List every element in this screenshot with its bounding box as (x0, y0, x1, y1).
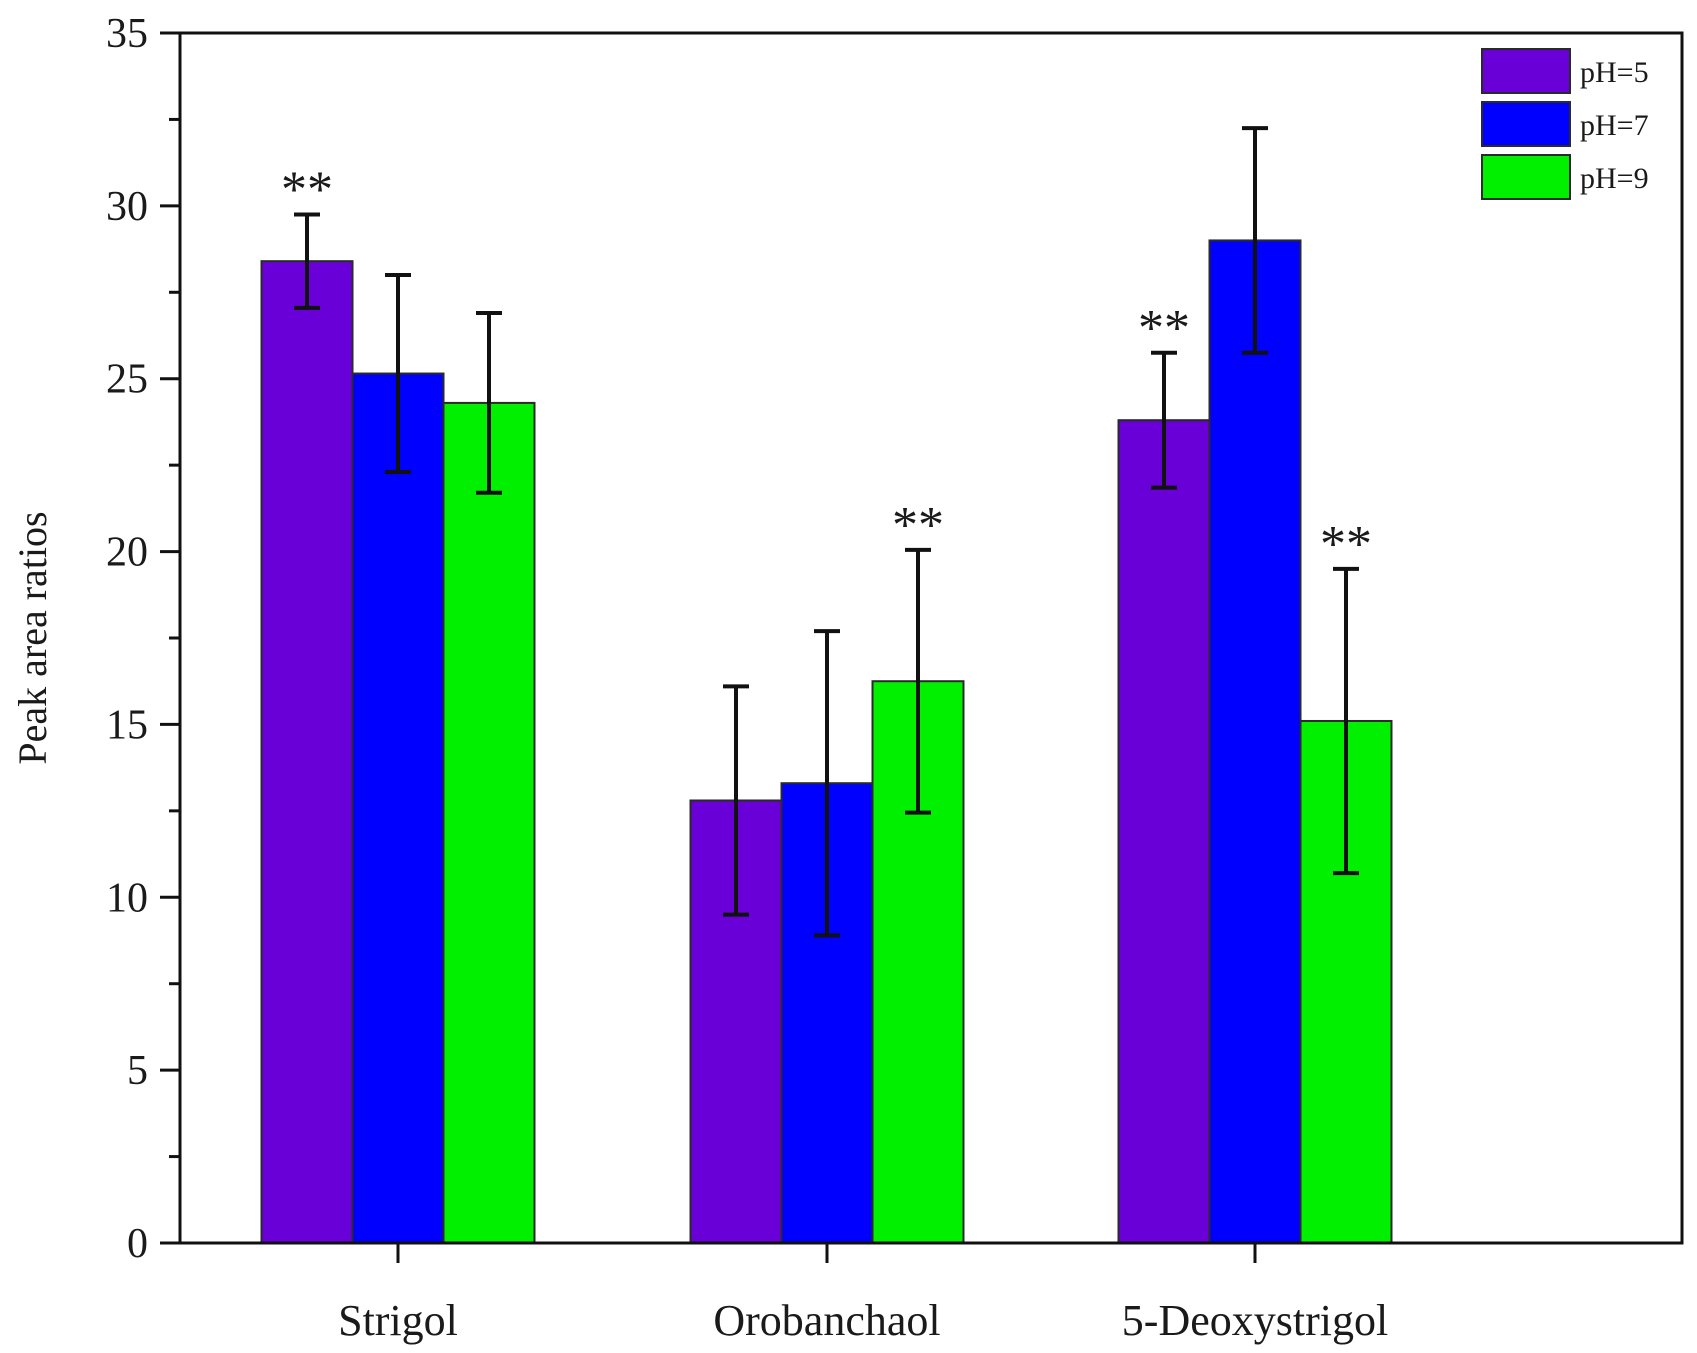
bar-5-deoxystrigol-ph-5 (1117, 419, 1211, 1244)
y-tick-label-10: 10 (106, 875, 148, 921)
error-bar-strigol-ph-9 (476, 311, 502, 495)
error-bar-5-deoxystrigol-ph-7 (1242, 126, 1268, 355)
error-bar-orobanchaol-ph-9 (905, 547, 931, 815)
x-tick-label-5-deoxystrigol: 5-Deoxystrigol (1122, 1296, 1388, 1345)
significance-mark-5-deoxystrigol-ph-5: ** (1138, 300, 1190, 357)
x-tick-label-orobanchaol: Orobanchaol (713, 1296, 940, 1345)
ticks-layer: Strigol Orobanchaol 5-Deoxystrigol 0 5 10 15 20… (106, 11, 1388, 1345)
error-bar-strigol-ph-5 (294, 212, 320, 310)
error-bar-5-deoxystrigol-ph-9 (1333, 566, 1359, 876)
legend: pH=5 pH=7 pH=9 (1481, 48, 1649, 200)
legend-label-ph-9: pH=9 (1580, 162, 1649, 195)
error-bar-orobanchaol-ph-5 (723, 684, 749, 917)
legend-entry-ph-5: pH=5 (1481, 48, 1649, 94)
y-tick-label-30: 30 (106, 184, 148, 230)
bar-5-deoxystrigol-ph-7 (1208, 239, 1302, 1244)
y-tick-label-20: 20 (106, 530, 148, 576)
legend-entry-ph-7: pH=7 (1481, 101, 1649, 147)
error-bar-5-deoxystrigol-ph-5 (1151, 350, 1177, 490)
bar-strigol-ph-7 (351, 372, 445, 1244)
x-tick-label-strigol: Strigol (338, 1296, 458, 1345)
error-bar-strigol-ph-7 (385, 273, 411, 475)
legend-label-ph-7: pH=7 (1580, 109, 1649, 142)
y-tick-label-35: 35 (106, 11, 148, 57)
bar-strigol-ph-9 (442, 401, 536, 1244)
legend-entry-ph-9: pH=9 (1481, 154, 1649, 200)
significance-mark-5-deoxystrigol-ph-9: ** (1320, 516, 1372, 573)
legend-swatch-ph-5 (1481, 48, 1571, 94)
significance-mark-strigol-ph-5: ** (281, 162, 333, 219)
y-tick-label-25: 25 (106, 357, 148, 403)
significance-mark-orobanchaol-ph-9: ** (892, 497, 944, 554)
error-bars-layer (294, 126, 1359, 938)
significance-layer: ** ** ** ** (281, 162, 1372, 573)
bar-strigol-ph-5 (260, 260, 354, 1244)
legend-label-ph-5: pH=5 (1580, 56, 1649, 89)
y-tick-label-15: 15 (106, 702, 148, 748)
error-bar-orobanchaol-ph-7 (814, 629, 840, 938)
y-tick-label-0: 0 (127, 1221, 148, 1267)
legend-swatch-ph-9 (1481, 154, 1571, 200)
y-tick-label-5: 5 (127, 1048, 148, 1094)
y-axis-title: Peak area ratios (10, 511, 55, 764)
legend-swatch-ph-7 (1481, 101, 1571, 147)
